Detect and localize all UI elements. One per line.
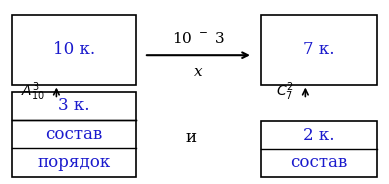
Bar [12,15,136,85]
Text: x: x [194,65,203,79]
Text: порядок: порядок [37,154,110,171]
Text: 10 к.: 10 к. [53,41,95,58]
Text: состав: состав [45,126,103,143]
Text: 2 к.: 2 к. [303,127,335,144]
Bar [261,121,377,177]
Bar [261,15,377,85]
Text: 3 к.: 3 к. [58,98,89,114]
Bar [12,92,136,177]
Text: состав: состав [290,154,348,171]
Text: 7 к.: 7 к. [303,41,335,58]
Text: и: и [185,130,196,146]
Text: $A^3_{10}$: $A^3_{10}$ [21,81,45,103]
Text: $C^2_7$: $C^2_7$ [276,81,294,103]
Text: 10 $^-$ 3: 10 $^-$ 3 [172,31,225,46]
